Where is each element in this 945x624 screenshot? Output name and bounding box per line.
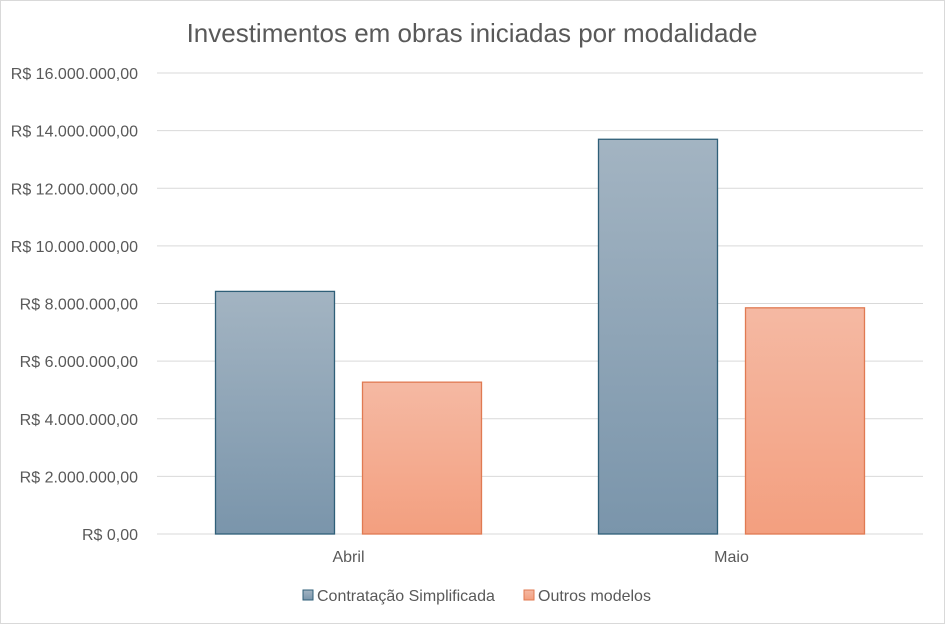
x-category-label: Maio — [714, 549, 749, 566]
y-tick-label: R$ 16.000.000,00 — [11, 66, 138, 83]
y-tick-label: R$ 10.000.000,00 — [11, 239, 138, 256]
y-tick-label: R$ 2.000.000,00 — [20, 469, 138, 486]
legend-swatch — [302, 589, 314, 601]
y-tick-label: R$ 12.000.000,00 — [11, 181, 138, 198]
bar-abril-series-1 — [214, 290, 336, 535]
legend-swatch — [523, 589, 535, 601]
y-tick-label: R$ 0,00 — [82, 527, 138, 544]
x-category-label: Abril — [332, 549, 364, 566]
y-axis-tick-labels: R$ 0,00 R$ 2.000.000,00 R$ 4.000.000,00 R$ … — [11, 66, 138, 544]
chart-title: Investimentos em obras iniciadas por mod… — [187, 18, 758, 48]
y-tick-label: R$ 6.000.000,00 — [20, 354, 138, 371]
bar-maio-series-1 — [597, 138, 719, 535]
y-tick-label: R$ 8.000.000,00 — [20, 297, 138, 314]
bar-maio-series-2 — [744, 307, 866, 535]
legend: Contratação Simplificada Outros modelos — [302, 588, 651, 605]
bars — [214, 138, 866, 535]
bar-abril-series-2 — [361, 381, 483, 535]
y-tick-label: R$ 4.000.000,00 — [20, 412, 138, 429]
legend-label: Contratação Simplificada — [317, 588, 495, 605]
legend-label: Outros modelos — [538, 588, 651, 605]
x-axis-category-labels: Abril Maio — [332, 549, 748, 566]
y-tick-label: R$ 14.000.000,00 — [11, 124, 138, 141]
